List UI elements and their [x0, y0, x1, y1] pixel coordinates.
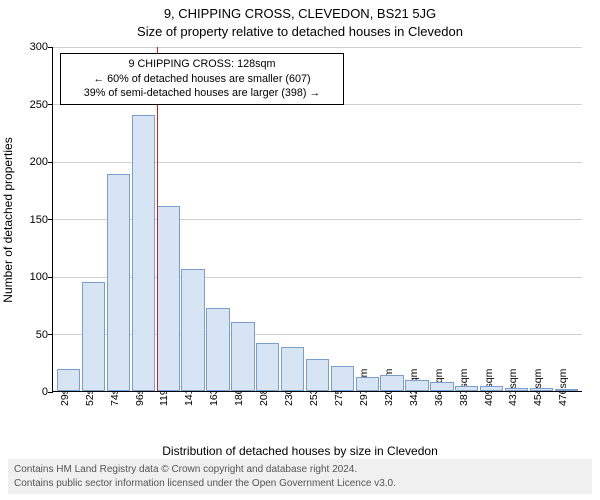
bar — [405, 380, 428, 392]
bar — [231, 322, 254, 391]
credit-line-2: Contains public sector information licen… — [14, 477, 586, 491]
y-tick-label: 150 — [18, 214, 48, 226]
bar — [555, 389, 578, 391]
info-line-2: ← 60% of detached houses are smaller (60… — [68, 72, 336, 87]
info-line-1: 9 CHIPPING CROSS: 128sqm — [68, 57, 336, 72]
bar — [132, 115, 155, 391]
y-tick-mark — [48, 104, 53, 105]
y-tick-label: 50 — [18, 329, 48, 341]
y-tick-label: 200 — [18, 156, 48, 168]
y-tick-mark — [48, 277, 53, 278]
credit-box: Contains HM Land Registry data © Crown c… — [8, 459, 592, 494]
bar — [281, 347, 304, 391]
info-line-3: 39% of semi-detached houses are larger (… — [68, 86, 336, 101]
y-tick-mark — [48, 219, 53, 220]
y-tick-mark — [48, 334, 53, 335]
bar — [82, 282, 105, 391]
bar — [505, 388, 528, 391]
bar — [107, 174, 130, 391]
bar — [57, 369, 80, 391]
bar — [331, 366, 354, 391]
bar — [480, 386, 503, 391]
bar — [157, 206, 180, 391]
y-tick-label: 0 — [18, 386, 48, 398]
y-tick-label: 250 — [18, 99, 48, 111]
bar — [181, 269, 204, 391]
y-tick-mark — [48, 392, 53, 393]
bar — [356, 377, 379, 391]
bar — [256, 343, 279, 391]
y-tick-label: 300 — [18, 41, 48, 53]
bar — [206, 308, 229, 391]
y-tick-label: 100 — [18, 271, 48, 283]
info-box: 9 CHIPPING CROSS: 128sqm ← 60% of detach… — [60, 53, 344, 105]
x-axis-label: Distribution of detached houses by size … — [0, 444, 600, 458]
bar — [455, 386, 478, 391]
page-title: 9, CHIPPING CROSS, CLEVEDON, BS21 5JG — [0, 6, 600, 21]
y-tick-mark — [48, 47, 53, 48]
bar — [306, 359, 329, 391]
y-tick-mark — [48, 162, 53, 163]
y-axis-label: Number of detached properties — [1, 137, 15, 302]
bar — [430, 382, 453, 391]
credit-line-1: Contains HM Land Registry data © Crown c… — [14, 463, 586, 477]
bar — [530, 388, 553, 391]
bar — [380, 375, 403, 391]
subtitle: Size of property relative to detached ho… — [0, 24, 600, 39]
